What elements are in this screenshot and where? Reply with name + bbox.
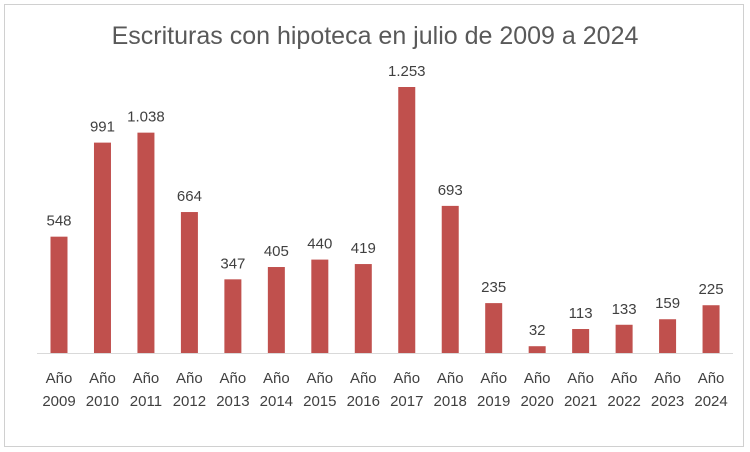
bar: [354, 264, 372, 353]
data-label: 1.038: [127, 109, 165, 126]
x-tick-label: Año: [46, 370, 73, 387]
bar: [93, 142, 111, 353]
x-tick-label: Año: [306, 370, 333, 387]
x-tick-label: Año: [524, 370, 551, 387]
data-label: 133: [612, 301, 637, 318]
x-tick-label: 2020: [520, 393, 553, 410]
x-tick-label: Año: [611, 370, 638, 387]
x-tick-label: 2021: [564, 393, 597, 410]
x-tick-label: Año: [698, 370, 725, 387]
x-tick-label: 2023: [651, 393, 684, 410]
bar: [180, 212, 198, 353]
data-label: 991: [90, 119, 115, 136]
bar: [50, 236, 68, 353]
data-label: 405: [264, 243, 289, 260]
data-label: 1.253: [388, 63, 426, 80]
bar: [659, 319, 677, 353]
x-tick-label: 2011: [130, 393, 162, 410]
data-label: 664: [177, 188, 202, 205]
bar: [615, 324, 633, 353]
x-tick-label: 2013: [216, 393, 249, 410]
x-tick-label: 2016: [347, 393, 380, 410]
data-label: 347: [220, 255, 245, 272]
x-tick-label: 2017: [390, 393, 423, 410]
bar: [224, 279, 242, 353]
x-tick-label: Año: [89, 370, 116, 387]
x-tick-label: 2014: [260, 393, 293, 410]
data-label: 440: [307, 236, 332, 253]
x-tick-label: Año: [176, 370, 203, 387]
x-tick-label: 2012: [173, 393, 206, 410]
data-label: 235: [481, 279, 506, 296]
bar: [702, 305, 720, 353]
chart-title: Escrituras con hipoteca en julio de 2009…: [111, 22, 639, 50]
x-tick-label: Año: [220, 370, 247, 387]
bar: [572, 329, 590, 353]
bar: [485, 303, 503, 353]
x-tick-label: Año: [263, 370, 290, 387]
x-tick-label: 2019: [477, 393, 510, 410]
x-tick-label: Año: [133, 370, 160, 387]
data-label: 225: [699, 281, 724, 298]
data-label: 693: [438, 182, 463, 199]
x-tick-label: 2015: [303, 393, 336, 410]
bar: [398, 87, 416, 353]
x-tick-label: Año: [350, 370, 377, 387]
data-label: 32: [529, 322, 546, 339]
x-tick-label: Año: [480, 370, 507, 387]
bar: [528, 346, 546, 353]
data-label: 113: [569, 305, 593, 322]
bar: [441, 205, 459, 353]
data-label: 159: [655, 295, 680, 312]
x-tick-label: 2010: [86, 393, 119, 410]
data-label: 548: [46, 213, 71, 230]
bar: [267, 267, 285, 353]
x-tick-label: Año: [567, 370, 594, 387]
x-tick-label: 2018: [434, 393, 467, 410]
data-label: 419: [351, 240, 376, 257]
bar: [311, 259, 329, 353]
x-tick-label: Año: [654, 370, 681, 387]
x-tick-label: 2024: [694, 393, 727, 410]
x-tick-label: 2022: [607, 393, 640, 410]
x-tick-label: Año: [393, 370, 420, 387]
chart-frame: [4, 4, 744, 447]
x-tick-label: 2009: [42, 393, 75, 410]
bar: [137, 132, 155, 353]
x-tick-label: Año: [437, 370, 464, 387]
